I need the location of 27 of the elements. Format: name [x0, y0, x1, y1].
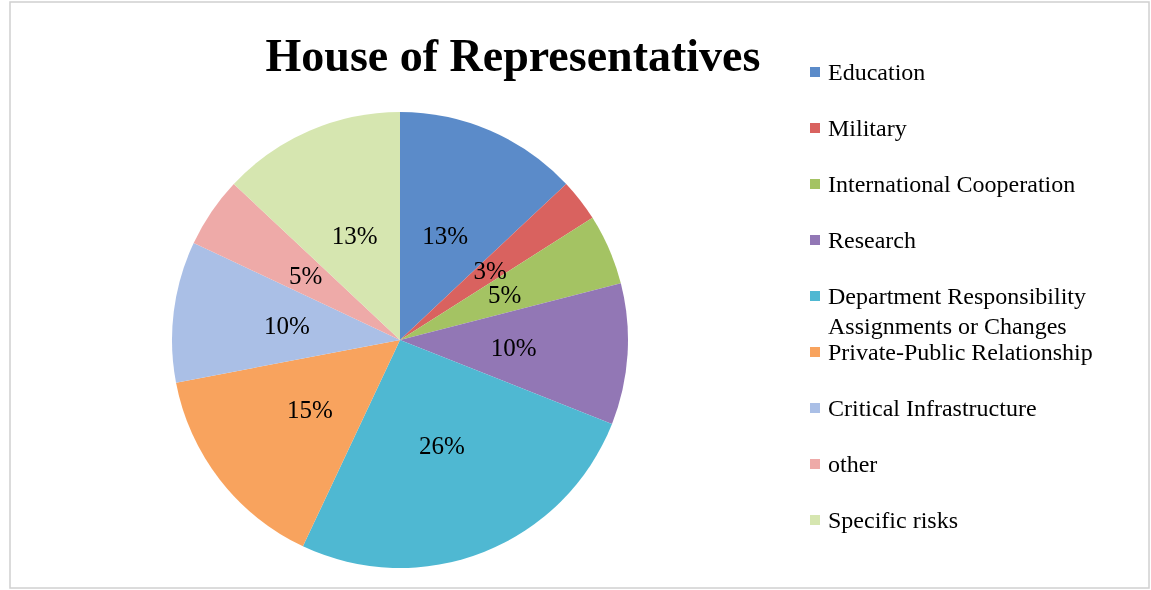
- legend-label: Military: [828, 115, 907, 141]
- legend-label: Specific risks: [828, 507, 958, 533]
- legend-label: Research: [828, 227, 916, 253]
- pie-slice: [176, 340, 400, 547]
- data-label: 10%: [490, 333, 537, 361]
- data-label: 5%: [487, 281, 522, 309]
- data-label: 13%: [331, 221, 378, 249]
- legend-label: Critical Infrastructure: [828, 395, 1037, 421]
- pie-slice: [172, 242, 400, 383]
- pie-slice: [400, 217, 621, 340]
- legend-label: Department Responsibility Assignments or Changes: [828, 283, 1086, 339]
- data-label: 13%: [422, 221, 469, 249]
- data-label: 26%: [419, 432, 465, 460]
- data-label: 3%: [473, 256, 507, 284]
- pie-slice: [400, 183, 593, 340]
- legend-label: other: [828, 451, 878, 477]
- legend-label: Education: [828, 59, 926, 85]
- pie-slice: [193, 183, 400, 340]
- data-label: 15%: [287, 396, 333, 424]
- data-label: 5%: [289, 262, 323, 290]
- data-label: 10%: [263, 312, 310, 340]
- pie-slice: [400, 283, 628, 424]
- pie-slice: [233, 112, 400, 340]
- pie-slice: [400, 112, 567, 340]
- chart-title: House of Representatives: [265, 29, 761, 81]
- legend-label: International Cooperation: [828, 171, 1076, 197]
- legend-label: Private-Public Relationship: [828, 339, 1093, 365]
